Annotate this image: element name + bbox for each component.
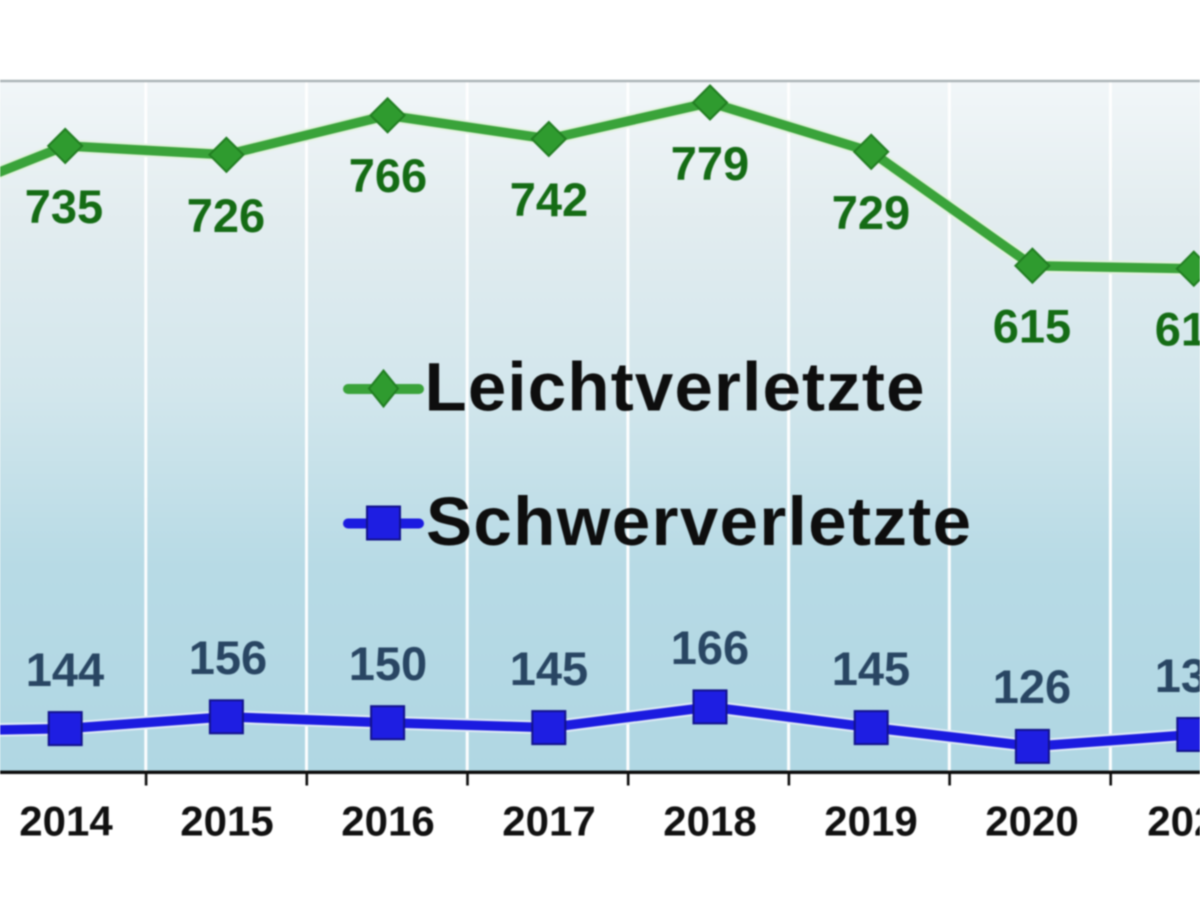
svg-text:2015: 2015 bbox=[180, 798, 273, 845]
svg-text:150: 150 bbox=[349, 637, 427, 690]
svg-text:2018: 2018 bbox=[663, 798, 756, 845]
svg-text:145: 145 bbox=[832, 642, 910, 695]
svg-text:742: 742 bbox=[510, 173, 588, 226]
svg-text:138: 138 bbox=[1155, 649, 1200, 702]
svg-text:779: 779 bbox=[671, 137, 749, 190]
svg-text:144: 144 bbox=[26, 643, 104, 696]
svg-text:Leichtverletzte: Leichtverletzte bbox=[425, 349, 926, 426]
svg-text:2020: 2020 bbox=[985, 798, 1078, 845]
svg-text:735: 735 bbox=[25, 180, 103, 233]
svg-text:2017: 2017 bbox=[502, 798, 595, 845]
svg-text:729: 729 bbox=[832, 186, 910, 239]
svg-text:Schwerverletzte: Schwerverletzte bbox=[426, 483, 972, 560]
svg-text:145: 145 bbox=[510, 642, 588, 695]
svg-text:2014: 2014 bbox=[19, 798, 113, 845]
svg-text:2021: 2021 bbox=[1147, 798, 1200, 845]
svg-text:615: 615 bbox=[993, 300, 1071, 353]
svg-text:766: 766 bbox=[349, 149, 427, 202]
svg-text:612: 612 bbox=[1155, 303, 1200, 356]
svg-text:2016: 2016 bbox=[341, 798, 434, 845]
svg-text:156: 156 bbox=[189, 631, 267, 684]
svg-text:2019: 2019 bbox=[824, 798, 917, 845]
svg-text:726: 726 bbox=[187, 189, 265, 242]
svg-text:126: 126 bbox=[993, 660, 1071, 713]
svg-text:166: 166 bbox=[671, 621, 749, 674]
